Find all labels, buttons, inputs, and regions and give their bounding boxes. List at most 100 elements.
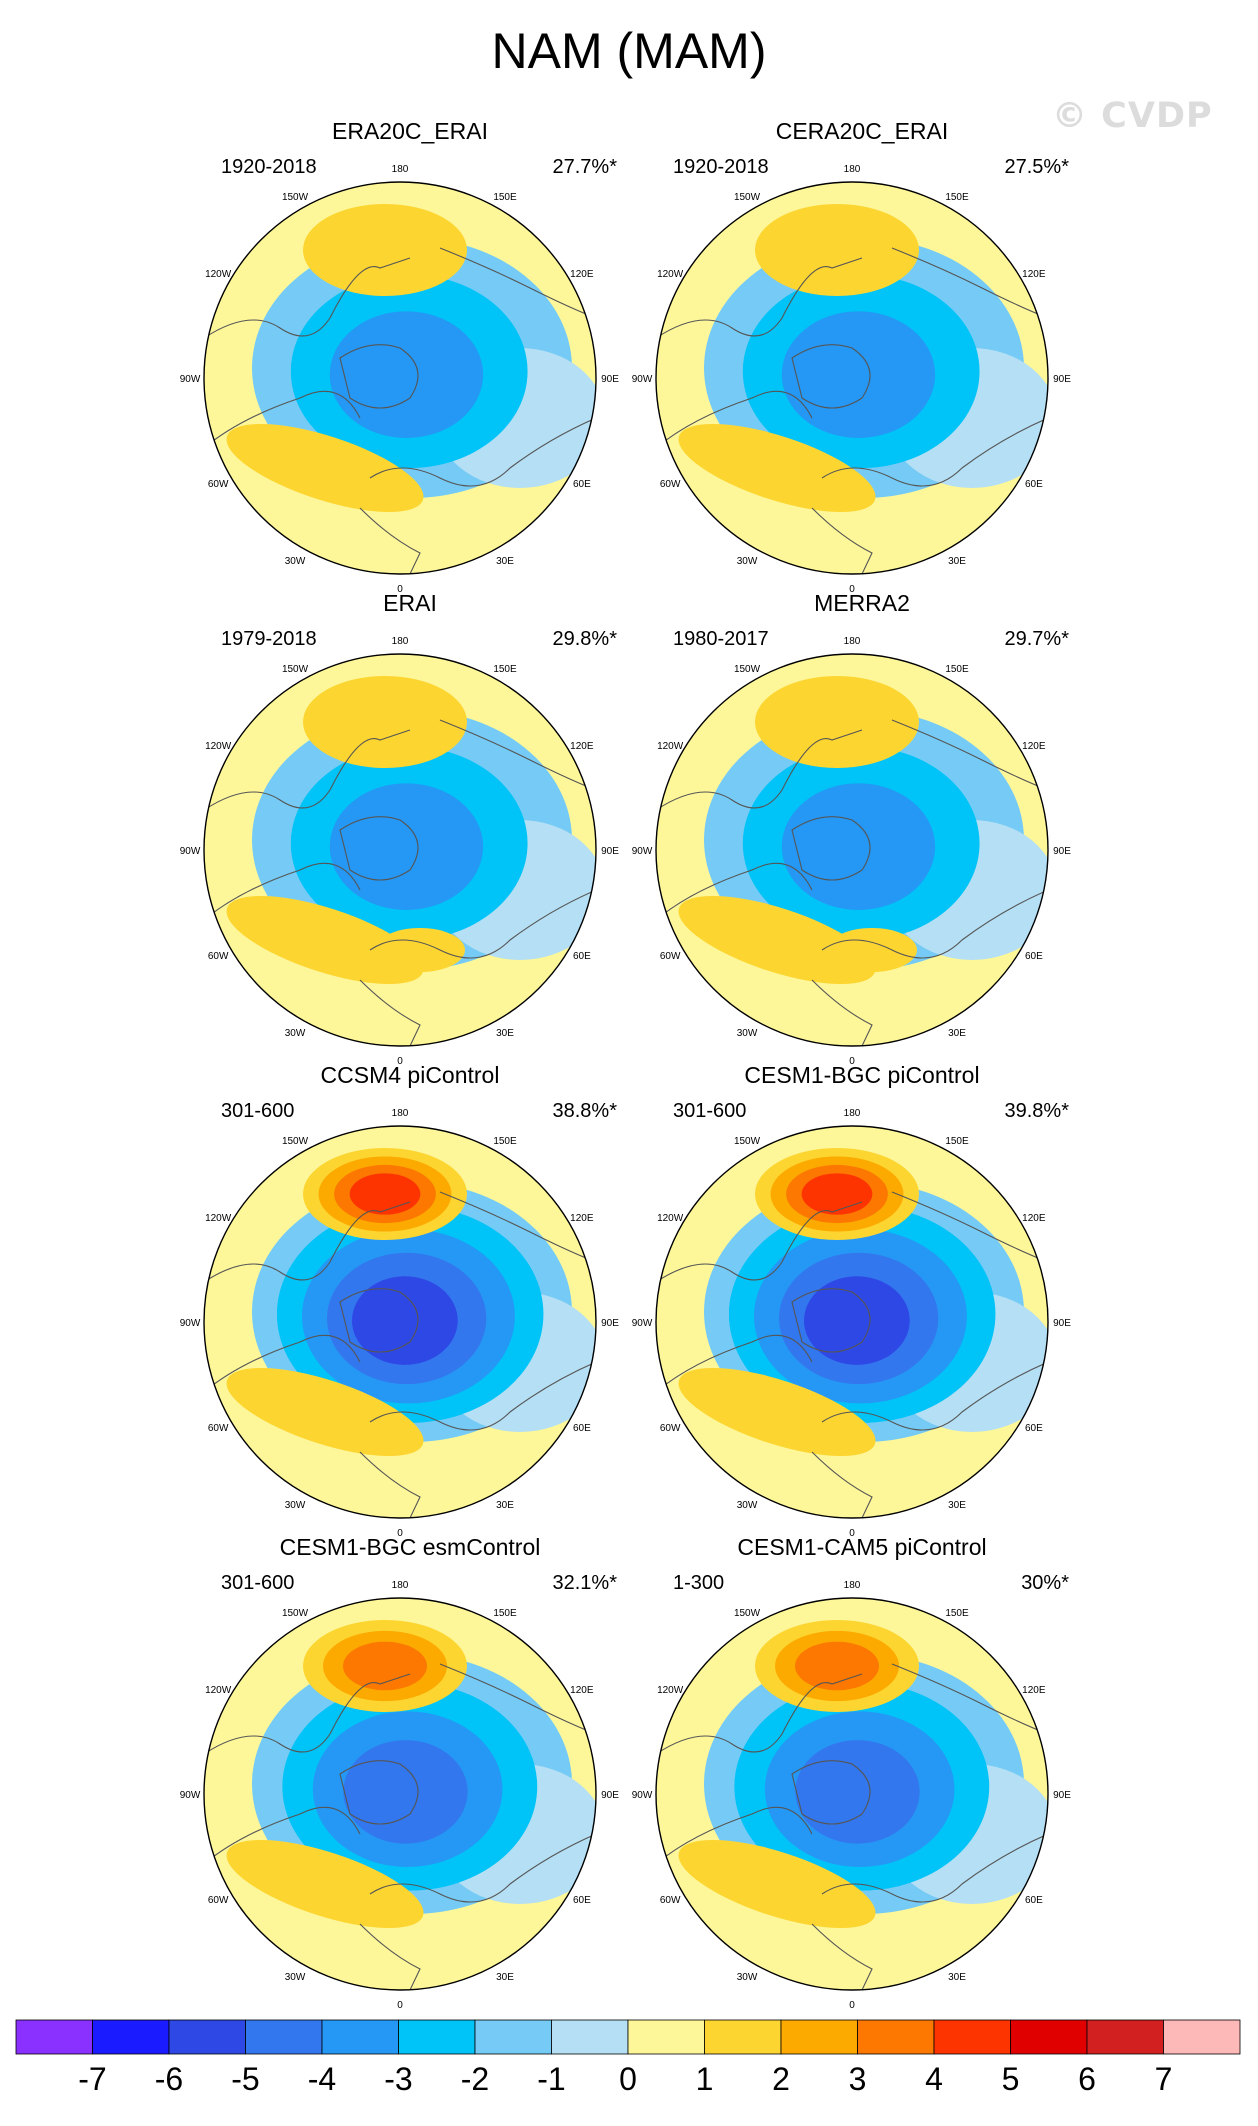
field-atlantic-positive [678,895,876,985]
longitude-label: 120E [570,1685,594,1696]
panel-period: 301-600 [221,1572,295,1594]
map-boundary [655,1597,1049,1991]
longitude-label: 150E [945,1136,969,1147]
longitude-label: 0 [397,584,403,595]
longitude-label: 150W [282,1136,309,1147]
longitude-label: 150E [493,1136,517,1147]
colorbar-tick-label: 7 [1155,2061,1173,2097]
longitude-label: 30W [285,1028,306,1039]
longitude-label: 0 [849,584,855,595]
longitude-label: 90W [632,846,653,857]
longitude-label: 150W [282,1608,309,1619]
panel-variance-explained: 39.8%* [1004,1100,1070,1122]
field-atlantic-positive [226,1839,424,1929]
panel-period: 301-600 [673,1100,747,1122]
longitude-label: 60E [573,1423,591,1434]
longitude-label: 60W [208,951,229,962]
longitude-label: 60W [660,951,681,962]
panel-variance-explained: 27.5%* [1004,156,1070,178]
longitude-label: 30W [285,1972,306,1983]
map-panel: CERA20C_ERAI 1920-2018 27.5%* 180 150E 120E 90… [627,118,1097,595]
longitude-label: 30E [496,1972,514,1983]
longitude-label: 120E [1022,269,1046,280]
field-polar-core [781,783,936,910]
colorbar-tick-label: 6 [1078,2061,1096,2097]
colorbar-tick-label: 3 [849,2061,867,2097]
panel-title: CCSM4 piControl [320,1062,500,1088]
field-polar-core [795,1740,920,1844]
longitude-label: 180 [844,1580,861,1591]
field-atlantic-positive [678,1367,876,1457]
colorbar-tick-label: 0 [619,2061,637,2097]
longitude-label: 120W [657,1213,684,1224]
longitude-label: 120W [657,269,684,280]
longitude-label: 60W [208,1895,229,1906]
colorbar-tick-label: -2 [461,2061,489,2097]
colorbar-swatch [627,2019,705,2055]
map-panel: CESM1-BGC piControl 301-600 39.8%* 180 150E 1… [627,1062,1097,1539]
colorbar-tick-label: -7 [78,2061,106,2097]
panel-title: CESM1-CAM5 piControl [737,1534,987,1560]
coastlines [204,247,596,574]
colorbar-swatch [321,2019,399,2055]
longitude-label: 150W [282,192,309,203]
colorbar-swatch [398,2019,476,2055]
field-polar-core [781,311,936,438]
colorbar-swatch [1010,2019,1088,2055]
polar-map: 180 150E 120E 90E 60E 30E 0 30W 60W 90W 120W 150W [632,1580,1072,2011]
panel-title: ERAI [383,590,437,616]
coastlines [204,1191,596,1518]
field-pacific-positive [303,204,467,296]
longitude-label: 90E [1053,1790,1071,1801]
colorbar-tick-label: -6 [155,2061,183,2097]
longitude-label: 120W [205,1685,232,1696]
longitude-label: 90W [180,1790,201,1801]
longitude-label: 150E [493,1608,517,1619]
longitude-label: 30E [948,1028,966,1039]
longitude-label: 90W [180,846,201,857]
field-european-positive [827,928,917,972]
panel-variance-explained: 38.8%* [552,1100,618,1122]
map-boundary [203,1597,597,1991]
longitude-label: 180 [844,1108,861,1119]
polar-map: 180 150E 120E 90E 60E 30E 0 30W 60W 90W 120W 150W [180,164,620,595]
map-panel: CESM1-BGC esmControl 301-600 32.1%* 180 150E… [175,1534,645,2011]
longitude-label: 30W [285,556,306,567]
longitude-label: 90W [632,374,653,385]
field-polar-core [804,1276,910,1365]
longitude-label: 90E [601,374,619,385]
longitude-label: 150W [734,1136,761,1147]
longitude-label: 90W [180,374,201,385]
longitude-label: 60E [1025,1895,1043,1906]
longitude-label: 150E [945,664,969,675]
longitude-label: 120W [657,1685,684,1696]
longitude-label: 90E [601,1318,619,1329]
longitude-label: 0 [849,1056,855,1067]
colorbar-swatch [15,2019,93,2055]
longitude-label: 0 [849,1528,855,1539]
polar-map: 180 150E 120E 90E 60E 30E 0 30W 60W 90W 120W 150W [632,636,1072,1067]
field-pacific-positive [349,1173,421,1215]
longitude-label: 150E [945,1608,969,1619]
longitude-label: 30E [496,1028,514,1039]
longitude-label: 90E [601,1790,619,1801]
longitude-label: 120E [570,269,594,280]
longitude-label: 150E [945,192,969,203]
map-boundary [203,181,597,575]
longitude-label: 180 [844,164,861,175]
field-atlantic-positive [226,1367,424,1457]
colorbar-swatch [168,2019,246,2055]
colorbar-swatch [474,2019,552,2055]
longitude-label: 30W [737,1028,758,1039]
longitude-label: 30E [948,556,966,567]
panel-title: CESM1-BGC esmControl [279,1534,541,1560]
longitude-label: 60W [660,1895,681,1906]
polar-map: 180 150E 120E 90E 60E 30E 0 30W 60W 90W 120W 150W [632,1108,1072,1539]
field-atlantic-positive [226,895,424,985]
longitude-label: 180 [392,164,409,175]
colorbar-tick-label: -3 [384,2061,412,2097]
longitude-label: 180 [392,1580,409,1591]
longitude-label: 60W [660,479,681,490]
colorbar-swatch [704,2019,782,2055]
longitude-label: 30E [496,556,514,567]
